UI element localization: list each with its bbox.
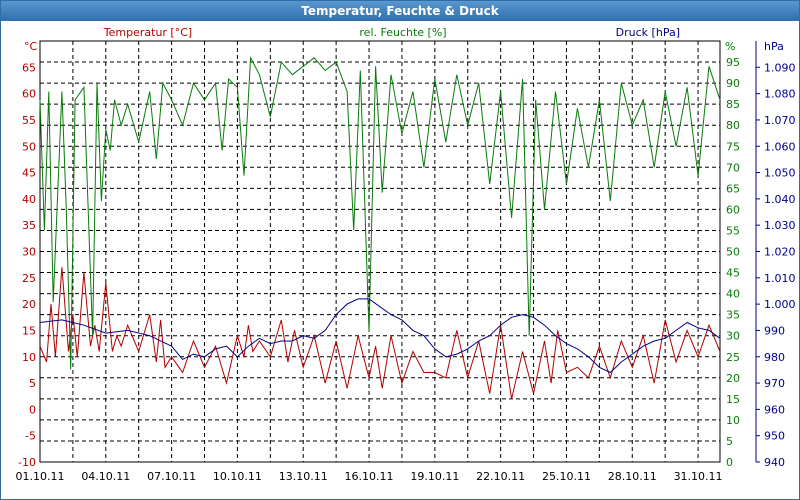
humidity-tick-label: 65 [726, 182, 740, 195]
humidity-line [39, 55, 721, 370]
temperature-tick-label: -10 [18, 456, 36, 469]
temperature-tick-label: 0 [29, 403, 36, 416]
pressure-tick-label: 990 [764, 324, 785, 337]
pressure-line [39, 298, 721, 374]
pressure-tick-label: 1.040 [764, 193, 796, 206]
x-tick-label: 16.10.11 [345, 470, 394, 483]
humidity-tick-label: 0 [726, 456, 733, 469]
pressure-tick-label: 1.020 [764, 246, 796, 259]
pressure-tick-label: 970 [764, 377, 785, 390]
x-tick-label: 07.10.11 [147, 470, 196, 483]
temperature-tick-label: 30 [22, 246, 36, 259]
humidity-tick-label: 60 [726, 203, 740, 216]
temperature-line [39, 267, 721, 400]
temperature-tick-label: 35 [22, 219, 36, 232]
x-tick-label: 13.10.11 [279, 470, 328, 483]
humidity-tick-label: 5 [726, 435, 733, 448]
humidity-tick-label: 85 [726, 98, 740, 111]
humidity-tick-label: 30 [726, 330, 740, 343]
temperature-tick-label: 50 [22, 140, 36, 153]
humidity-tick-label: 80 [726, 119, 740, 132]
pressure-tick-label: 1.070 [764, 114, 796, 127]
humidity-tick-label: 95 [726, 56, 740, 69]
x-axis: 01.10.11 04.10.11 07.10.11 10.10.11 13.10.11… [16, 470, 723, 483]
series-group [39, 55, 721, 400]
pressure-axis: 940 950 960 970 980 990 1.000 1.010 1.020 1.030 1.… [756, 61, 796, 469]
temperature-tick-label: 45 [22, 167, 36, 180]
pressure-axis-label: Druck [hPa] [616, 26, 680, 39]
x-tick-label: 10.10.11 [213, 470, 262, 483]
temperature-tick-label: 60 [22, 88, 36, 101]
temperature-axis-label: Temperatur [°C] [103, 26, 192, 39]
x-tick-label: 19.10.11 [410, 470, 459, 483]
temperature-tick-label: 65 [22, 61, 36, 74]
x-tick-label: 25.10.11 [542, 470, 591, 483]
humidity-tick-label: 35 [726, 309, 740, 322]
humidity-unit-label: % [725, 40, 735, 53]
temperature-unit-label: °C [24, 40, 38, 53]
temperature-axis: -10 -5 0 5 10 15 20 25 30 35 40 45 50 55 60 65 [18, 61, 36, 469]
pressure-tick-label: 1.080 [764, 88, 796, 101]
temperature-tick-label: 10 [22, 351, 36, 364]
x-tick-label: 31.10.11 [674, 470, 723, 483]
pressure-tick-label: 1.010 [764, 272, 796, 285]
humidity-tick-label: 90 [726, 77, 740, 90]
pressure-tick-label: 1.050 [764, 167, 796, 180]
humidity-tick-label: 25 [726, 351, 740, 364]
x-tick-label: 22.10.11 [476, 470, 525, 483]
humidity-tick-label: 10 [726, 414, 740, 427]
humidity-tick-label: 70 [726, 161, 740, 174]
temperature-tick-label: 5 [29, 377, 36, 390]
grid [40, 41, 720, 462]
pressure-tick-label: 960 [764, 403, 785, 416]
humidity-tick-label: 55 [726, 224, 740, 237]
humidity-tick-label: 50 [726, 246, 740, 259]
pressure-tick-label: 950 [764, 430, 785, 443]
humidity-tick-label: 20 [726, 372, 740, 385]
temperature-tick-label: 25 [22, 272, 36, 285]
pressure-unit-label: hPa [764, 40, 784, 53]
temperature-tick-label: 40 [22, 193, 36, 206]
temperature-tick-label: 15 [22, 324, 36, 337]
humidity-tick-label: 75 [726, 140, 740, 153]
pressure-tick-label: 1.000 [764, 298, 796, 311]
chart-title: Temperatur, Feuchte & Druck [1, 1, 799, 21]
humidity-tick-label: 15 [726, 393, 740, 406]
pressure-tick-label: 1.030 [764, 219, 796, 232]
x-tick-label: 28.10.11 [608, 470, 657, 483]
humidity-tick-label: 45 [726, 267, 740, 280]
pressure-tick-label: 1.090 [764, 61, 796, 74]
temperature-tick-label: -5 [25, 430, 36, 443]
temperature-tick-label: 20 [22, 298, 36, 311]
x-tick-label: 04.10.11 [81, 470, 130, 483]
temperature-tick-label: 55 [22, 114, 36, 127]
pressure-tick-label: 980 [764, 351, 785, 364]
humidity-tick-label: 40 [726, 288, 740, 301]
humidity-axis: 0 5 10 15 20 25 30 35 40 45 50 55 60 65 70 75 80 85 90 95 [726, 41, 757, 469]
pressure-tick-label: 1.060 [764, 140, 796, 153]
pressure-tick-label: 940 [764, 456, 785, 469]
x-tick-label: 01.10.11 [16, 470, 65, 483]
humidity-axis-label: rel. Feuchte [%] [359, 26, 446, 39]
